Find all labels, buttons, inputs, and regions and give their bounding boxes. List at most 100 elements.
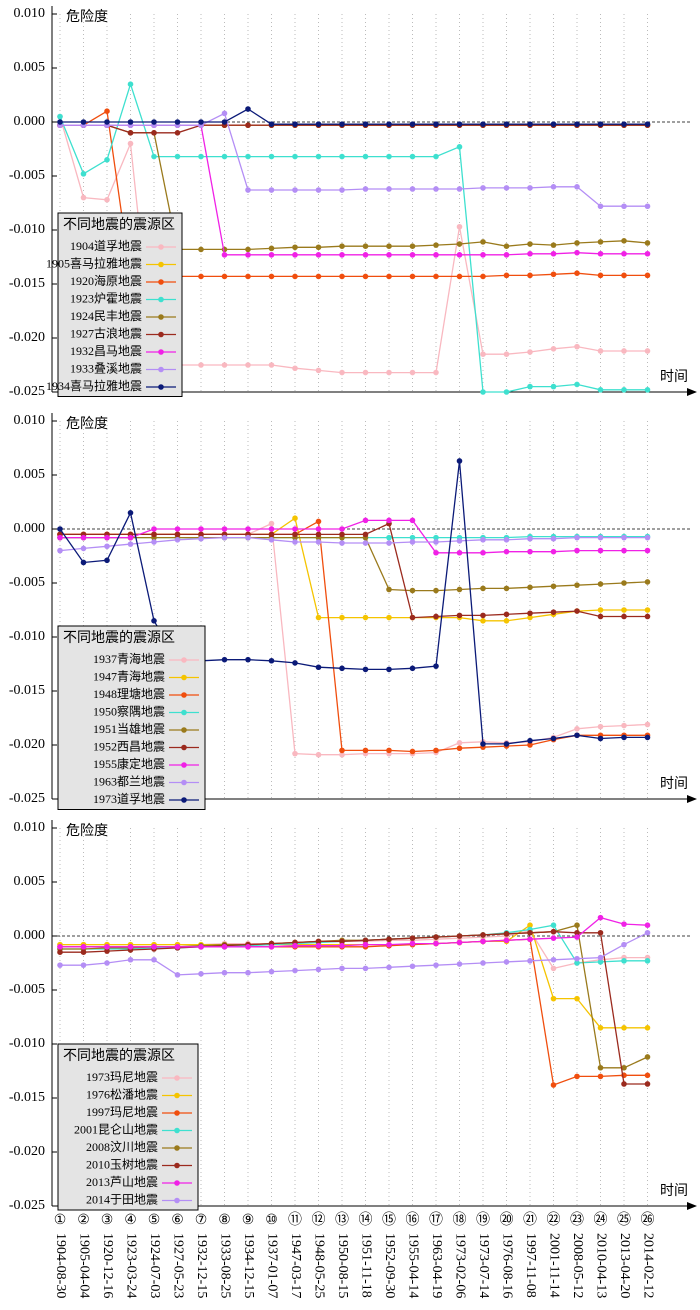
data-point — [503, 252, 510, 258]
data-point — [339, 965, 345, 972]
legend-marker — [181, 709, 187, 716]
data-point — [644, 534, 651, 541]
legend-label: 1952西昌地震 — [93, 739, 165, 753]
data-point — [597, 534, 604, 541]
data-point — [433, 186, 439, 192]
data-point — [644, 1054, 651, 1060]
x-tick-label: 1934-12-15 — [241, 1233, 256, 1298]
y-tick-label: 0.005 — [14, 60, 46, 75]
data-point — [315, 664, 322, 671]
data-point — [386, 186, 392, 192]
data-point — [644, 121, 651, 127]
data-point — [644, 579, 651, 585]
y-tick-label: -0.015 — [9, 1090, 45, 1105]
y-tick-label: 0.010 — [14, 820, 46, 835]
data-point — [315, 367, 322, 374]
data-point — [315, 244, 322, 251]
data-point — [597, 547, 604, 554]
data-point — [268, 252, 275, 258]
data-point — [503, 272, 510, 279]
data-point — [503, 548, 510, 555]
data-point — [151, 539, 157, 545]
y-tick-label: 0.000 — [14, 114, 46, 129]
data-point — [550, 935, 557, 941]
data-point — [503, 618, 510, 624]
data-point — [550, 548, 557, 555]
data-point — [127, 541, 134, 547]
data-point — [456, 740, 463, 746]
data-point — [433, 121, 439, 127]
data-point — [574, 547, 580, 554]
data-point — [268, 968, 275, 975]
data-point — [574, 270, 580, 277]
series-line — [60, 916, 648, 948]
data-point — [127, 534, 134, 541]
data-point — [386, 747, 392, 754]
data-point — [527, 922, 533, 928]
category-marker: ⑩ — [265, 1213, 278, 1228]
legend-marker — [181, 727, 187, 733]
data-point — [503, 121, 510, 127]
data-point — [409, 940, 416, 947]
data-point — [456, 223, 463, 230]
data-point — [339, 273, 345, 280]
data-point — [292, 526, 298, 532]
data-point — [480, 121, 486, 127]
data-point — [621, 272, 627, 279]
category-marker: ⑯ — [406, 1212, 420, 1228]
data-point — [57, 119, 63, 125]
data-point — [151, 618, 157, 624]
data-point — [433, 934, 439, 940]
data-point — [57, 962, 63, 968]
data-point — [433, 252, 439, 258]
data-point — [409, 614, 416, 621]
category-marker: ㉒ — [547, 1212, 561, 1228]
data-point — [480, 741, 486, 747]
data-point — [80, 962, 87, 968]
data-point — [57, 534, 63, 541]
x-tick-label: 1905-04-04 — [76, 1233, 91, 1298]
data-point — [574, 381, 580, 388]
data-point — [292, 660, 298, 666]
legend-marker — [174, 1180, 180, 1186]
data-point — [503, 741, 510, 747]
data-point — [409, 273, 416, 280]
legend-label: 2014于田地震 — [86, 1192, 158, 1206]
category-marker: ⑤ — [148, 1213, 161, 1228]
data-point — [174, 972, 181, 978]
data-point — [527, 584, 533, 591]
data-point — [57, 547, 63, 554]
data-point — [315, 518, 322, 525]
data-point — [503, 389, 510, 395]
data-point — [574, 343, 580, 350]
category-marker: ⑮ — [382, 1212, 396, 1228]
data-point — [362, 121, 369, 127]
y-tick-label: -0.005 — [9, 168, 45, 183]
y-axis-label: 危险度 — [66, 9, 108, 25]
data-point — [480, 938, 486, 945]
category-marker: ⑫ — [312, 1212, 326, 1228]
legend-marker — [181, 797, 187, 803]
data-point — [574, 726, 580, 732]
data-point — [597, 272, 604, 279]
data-point — [315, 273, 322, 280]
data-point — [644, 203, 651, 210]
data-point — [221, 110, 228, 117]
data-point — [621, 941, 627, 948]
data-point — [174, 153, 181, 160]
x-tick-label: 1973-07-14 — [476, 1233, 491, 1298]
y-tick-label: 0.005 — [14, 467, 46, 482]
legend-label: 1920海原地震 — [70, 273, 142, 288]
data-point — [245, 526, 251, 532]
data-point — [339, 369, 345, 376]
data-point — [550, 184, 557, 190]
x-axis-label: 时间 — [660, 776, 688, 792]
data-point — [245, 252, 251, 258]
data-point — [127, 944, 134, 950]
data-point — [433, 534, 439, 541]
data-point — [456, 144, 463, 150]
data-point — [621, 547, 627, 554]
data-point — [104, 534, 110, 541]
data-point — [456, 933, 463, 939]
data-point — [597, 613, 604, 620]
